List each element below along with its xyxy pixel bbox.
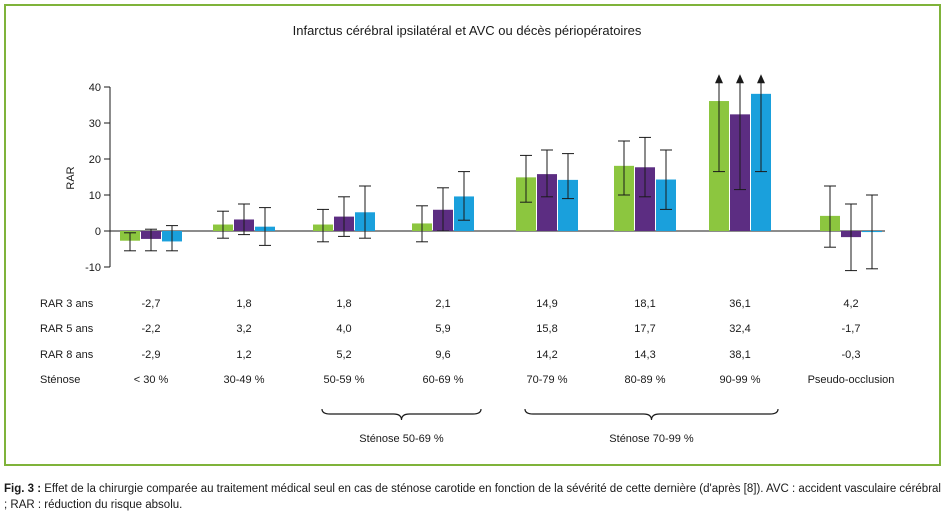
row-label-stenose: Sténose bbox=[40, 374, 80, 386]
bar bbox=[516, 177, 536, 231]
data-label: 4,0 bbox=[336, 323, 351, 335]
error-bar-arrow bbox=[715, 74, 723, 84]
group-label: Sténose 70-99 % bbox=[609, 433, 694, 445]
data-label: 5,9 bbox=[435, 323, 450, 335]
category-label: 70-79 % bbox=[527, 374, 568, 386]
data-label: 14,9 bbox=[536, 298, 557, 310]
group-label: Sténose 50-69 % bbox=[359, 433, 444, 445]
category-label: 50-59 % bbox=[324, 374, 365, 386]
y-tick-label: 10 bbox=[89, 190, 101, 202]
bar bbox=[614, 165, 634, 231]
data-label: 15,8 bbox=[536, 323, 557, 335]
category-label: 90-99 % bbox=[720, 374, 761, 386]
data-label: 2,1 bbox=[435, 298, 450, 310]
y-tick-label: 0 bbox=[95, 226, 101, 238]
data-label: 32,4 bbox=[729, 323, 750, 335]
figure-frame bbox=[4, 4, 941, 466]
data-label: 4,2 bbox=[843, 298, 858, 310]
data-label: 1,8 bbox=[336, 298, 351, 310]
bars-layer bbox=[120, 93, 882, 242]
data-label: 1,8 bbox=[236, 298, 251, 310]
category-label: Pseudo-occlusion bbox=[808, 374, 895, 386]
category-label: 60-69 % bbox=[423, 374, 464, 386]
chart-title: Infarctus cérébral ipsilatéral et AVC ou… bbox=[293, 23, 642, 38]
y-tick-label: -10 bbox=[85, 262, 101, 274]
category-label: < 30 % bbox=[134, 374, 169, 386]
data-label: -2,7 bbox=[142, 298, 161, 310]
error-bar-arrow bbox=[757, 74, 765, 84]
bar bbox=[635, 167, 655, 231]
data-label: 17,7 bbox=[634, 323, 655, 335]
row-label: RAR 3 ans bbox=[40, 298, 94, 310]
data-label: -1,7 bbox=[842, 323, 861, 335]
category-label: 80-89 % bbox=[625, 374, 666, 386]
data-label: 1,2 bbox=[236, 349, 251, 361]
row-label: RAR 5 ans bbox=[40, 323, 94, 335]
error-bar-arrow bbox=[736, 74, 744, 84]
data-label: 3,2 bbox=[236, 323, 251, 335]
caption-prefix: Fig. 3 : bbox=[4, 483, 42, 495]
data-label: 18,1 bbox=[634, 298, 655, 310]
data-label: 38,1 bbox=[729, 349, 750, 361]
data-label: 9,6 bbox=[435, 349, 450, 361]
row-label: RAR 8 ans bbox=[40, 349, 94, 361]
y-tick-label: 20 bbox=[89, 154, 101, 166]
values-table: RAR 3 ans -2,7 1,8 1,8 2,1 14,9 18,1 36,1 4,2 RAR… bbox=[40, 298, 894, 386]
data-label: -0,3 bbox=[842, 349, 861, 361]
bar bbox=[558, 179, 578, 231]
bar bbox=[537, 174, 557, 231]
chart: Infarctus cérébral ipsilatéral et AVC ou… bbox=[40, 23, 894, 445]
figure-caption: Fig. 3 : Effet de la chirurgie comparée … bbox=[4, 481, 944, 513]
error-bars-layer bbox=[124, 74, 878, 272]
data-label: -2,2 bbox=[142, 323, 161, 335]
y-tick-label: 30 bbox=[89, 118, 101, 130]
data-label: -2,9 bbox=[142, 349, 161, 361]
group-brace bbox=[321, 408, 482, 421]
data-label: 14,3 bbox=[634, 349, 655, 361]
data-label: 36,1 bbox=[729, 298, 750, 310]
data-label: 5,2 bbox=[336, 349, 351, 361]
data-label: 14,2 bbox=[536, 349, 557, 361]
caption-text: Effet de la chirurgie comparée au traite… bbox=[4, 483, 941, 511]
y-tick-label: 40 bbox=[89, 82, 101, 94]
y-axis-label: RAR bbox=[65, 166, 77, 189]
group-brace bbox=[524, 408, 779, 421]
group-braces: Sténose 50-69 % Sténose 70-99 % bbox=[321, 408, 779, 445]
category-label: 30-49 % bbox=[224, 374, 265, 386]
